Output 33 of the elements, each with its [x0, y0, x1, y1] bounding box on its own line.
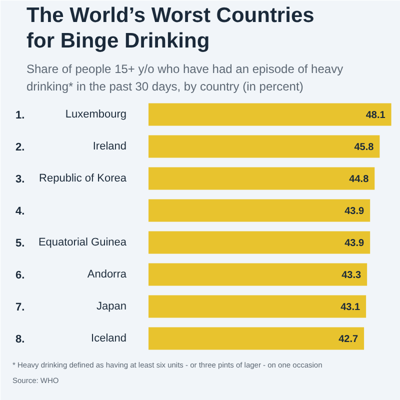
data-label: 43.1 [340, 302, 360, 313]
data-label: 43.9 [344, 206, 365, 217]
y-tick-label: Iceland [91, 332, 127, 344]
text: 2. [16, 142, 25, 154]
bar [148, 231, 370, 254]
chart-subtitle: Share of people 15+ y/o who have had an episode of heavy drinking* in the past 30 days, by country (in percent) [26, 62, 344, 94]
text: 3. [16, 174, 25, 186]
bar [148, 103, 392, 126]
text: 4. [16, 206, 25, 218]
y-tick-label: Luxembourg [65, 108, 127, 120]
y-tick-label: Japan [96, 300, 127, 312]
bar [148, 167, 375, 190]
text: 1. [16, 110, 25, 122]
chart-title: The World’s Worst Countries for Binge Drinking [26, 4, 314, 52]
y-tick-label: Republic of Korea [39, 172, 128, 184]
data-label: 42.7 [338, 334, 358, 345]
data-label: 44.8 [349, 174, 370, 185]
bar [148, 199, 370, 222]
y-tick-label: Equatorial Guinea [38, 236, 128, 248]
data-label: 45.8 [354, 142, 374, 153]
text: 8. [16, 334, 25, 346]
bar [148, 135, 380, 158]
data-label: 48.1 [366, 110, 386, 121]
y-tick-label: Ireland [92, 140, 127, 152]
bar [148, 327, 364, 350]
text: 7. [16, 302, 25, 314]
data-label: 43.3 [342, 270, 362, 281]
data-label: 43.9 [344, 238, 365, 249]
bar [148, 295, 366, 318]
text: 6. [16, 270, 25, 282]
y-tick-label: Andorra [87, 268, 128, 280]
text: 5. [16, 238, 25, 250]
bar [148, 263, 368, 286]
